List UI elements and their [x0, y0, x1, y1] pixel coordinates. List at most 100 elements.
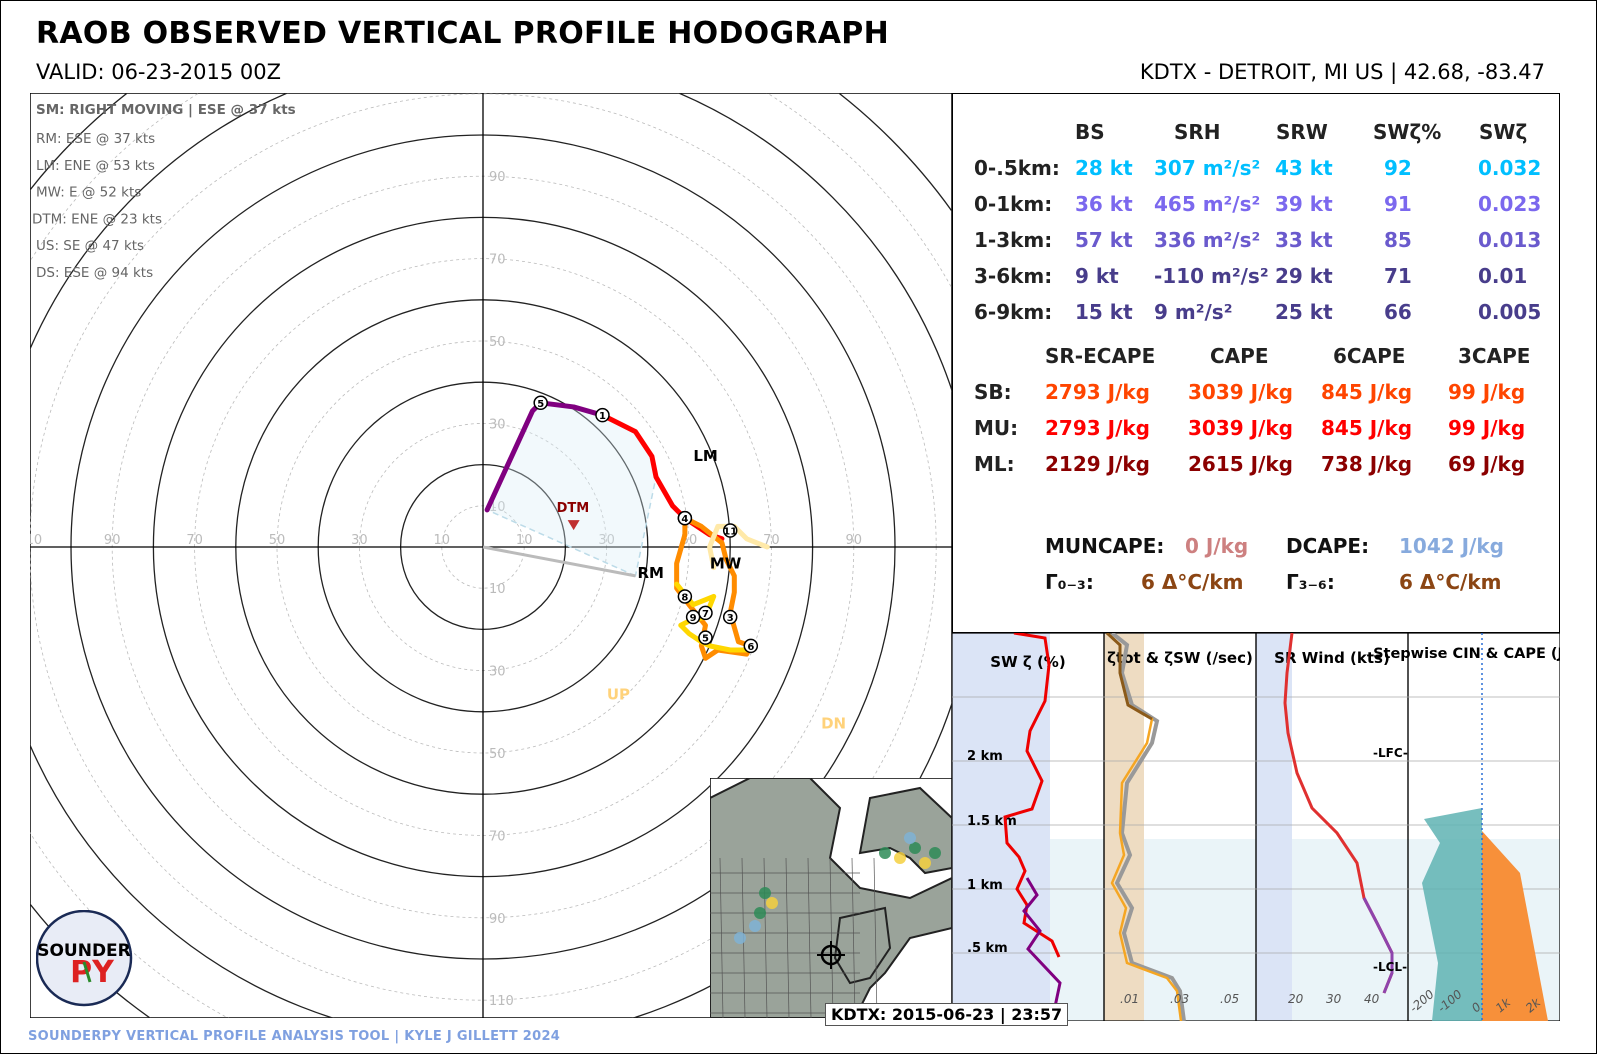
ring-tick-label: 70: [489, 829, 506, 844]
kinematics-layer-label: 3-6km:: [974, 264, 1053, 288]
ring-tick-label: 90: [104, 533, 121, 548]
zeta-total-curve: [1110, 633, 1186, 1021]
ring-tick-label: 30: [598, 533, 615, 548]
strip-frame: [1407, 633, 1560, 1021]
thermo-value: 845 J/kg: [1321, 416, 1413, 440]
strip-title: SW ζ (%): [990, 653, 1065, 671]
thermo-value: 2129 J/kg: [1045, 452, 1150, 476]
storm-motion-info: DTM: ENE @ 23 kts: [32, 211, 162, 227]
thermo-header: SR-ECAPE: [1045, 344, 1156, 368]
ring-tick-label: 70: [186, 533, 203, 548]
kinematics-value: 25 kt: [1275, 300, 1333, 324]
kinematics-value: 0.013: [1478, 228, 1542, 252]
kinematics-layer-label: 6-9km:: [974, 300, 1053, 324]
motion-label-up: UP: [607, 685, 630, 703]
station-crosshair-icon: [817, 941, 845, 969]
height-marker-label: 6: [747, 642, 754, 653]
ring-tick-label: 90: [489, 170, 506, 185]
height-marker: 5: [533, 395, 548, 411]
ring-tick-label: 30: [351, 533, 368, 548]
hodograph-line-segment: [674, 515, 754, 661]
radar-echo: [734, 932, 746, 944]
height-marker-label: 5: [702, 634, 709, 645]
strip-title: Stepwise CIN & CAPE (J/kg): [1373, 646, 1560, 662]
kinematics-layer-label: 0-.5km:: [974, 156, 1060, 180]
radar-map: [710, 778, 952, 1018]
kinematics-value: 92: [1384, 156, 1412, 180]
muncape-label: MUNCAPE:: [1045, 534, 1165, 558]
thermo-row-label: MU:: [974, 416, 1019, 440]
hodograph-line-segment: [674, 581, 754, 653]
thermo-value: 2793 J/kg: [1045, 380, 1150, 404]
storm-motion-info: SM: RIGHT MOVING | ESE @ 37 kts: [36, 102, 296, 118]
ring-tick-label: 50: [489, 747, 506, 762]
motion-label-rm: RM: [637, 564, 663, 582]
height-marker: 8: [677, 589, 693, 604]
height-marker-label: 7: [702, 609, 709, 620]
kinematics-header: SRW: [1276, 120, 1328, 144]
kinematics-value: 9 kt: [1075, 264, 1119, 288]
height-marker-circle: [685, 609, 701, 625]
kinematics-header: SRH: [1174, 120, 1221, 144]
height-marker-label: 9: [690, 613, 697, 624]
height-marker-label: 1: [599, 411, 606, 422]
motion-label-mw: MW: [710, 554, 742, 572]
thermo-row-label: SB:: [974, 380, 1012, 404]
ring-tick-label: 50: [269, 533, 286, 548]
strip-tick: 20: [1288, 992, 1304, 1006]
kinematics-header: BS: [1075, 120, 1105, 144]
kinematics-value: 36 kt: [1075, 192, 1133, 216]
kinematics-value: 0.032: [1478, 156, 1542, 180]
kinematics-value: 0.023: [1478, 192, 1542, 216]
radar-echo: [894, 852, 906, 864]
height-label: .5 km: [967, 941, 1008, 956]
strip-tick: .03: [1170, 992, 1189, 1006]
radar-echo: [929, 847, 941, 859]
ring-tick-label: 10: [489, 582, 506, 597]
kinematics-value: 91: [1384, 192, 1412, 216]
motion-label-lm: LM: [693, 447, 718, 465]
thermo-value: 99 J/kg: [1448, 416, 1526, 440]
motion-label-dn: DN: [821, 714, 846, 732]
thermo-value: 69 J/kg: [1448, 452, 1526, 476]
cin-area: [1422, 808, 1482, 1021]
lapse-rate-36-value: 6 Δ°C/km: [1399, 570, 1502, 594]
muncape-value: 0 J/kg: [1185, 534, 1249, 558]
radar-echo: [904, 832, 916, 844]
srw-curve-lower: [1362, 897, 1394, 994]
thermo-value: 845 J/kg: [1321, 380, 1413, 404]
kinematics-value: 43 kt: [1275, 156, 1333, 180]
radar-echo: [754, 907, 766, 919]
kinematics-value: 39 kt: [1275, 192, 1333, 216]
page-title: RAOB OBSERVED VERTICAL PROFILE HODOGRAPH: [36, 16, 889, 51]
dcape-value: 1042 J/kg: [1399, 534, 1504, 558]
ring-tick-label: 110: [30, 533, 42, 548]
radar-echo: [909, 842, 921, 854]
lcl-label: -LCL-: [1373, 960, 1407, 974]
lapse-rate-36-label: Γ₃₋₆:: [1286, 570, 1335, 594]
county-line: [851, 857, 856, 1018]
kinematics-value: -110 m²/s²: [1154, 264, 1269, 288]
storm-motion-info: US: SE @ 47 kts: [36, 238, 144, 254]
kinematics-value: 307 m²/s²: [1154, 156, 1261, 180]
county-line: [763, 857, 768, 1018]
ring-tick-label: 90: [846, 533, 863, 548]
kinematics-value: 336 m²/s²: [1154, 228, 1261, 252]
thermo-value: 3039 J/kg: [1188, 416, 1293, 440]
thermo-header: 3CAPE: [1458, 344, 1531, 368]
height-marker-label: 11: [723, 527, 737, 538]
ring-tick-label: 50: [489, 335, 506, 350]
thermo-value: 3039 J/kg: [1188, 380, 1293, 404]
height-marker: 3: [722, 609, 738, 625]
kinematics-header: SWζ%: [1373, 120, 1442, 144]
lapse-rate-03-label: Γ₀₋₃:: [1045, 570, 1094, 594]
kinematics-value: 28 kt: [1075, 156, 1133, 180]
logo-text-sounder: SOUNDER: [37, 941, 131, 961]
height-marker: 7: [698, 605, 713, 621]
height-marker-circle: [722, 609, 738, 625]
thermo-row-label: ML:: [974, 452, 1015, 476]
storm-motion-info: MW: E @ 52 kts: [36, 185, 141, 201]
county-line: [807, 857, 812, 1018]
cape-area: [1482, 831, 1548, 1021]
kinematics-value: 33 kt: [1275, 228, 1333, 252]
